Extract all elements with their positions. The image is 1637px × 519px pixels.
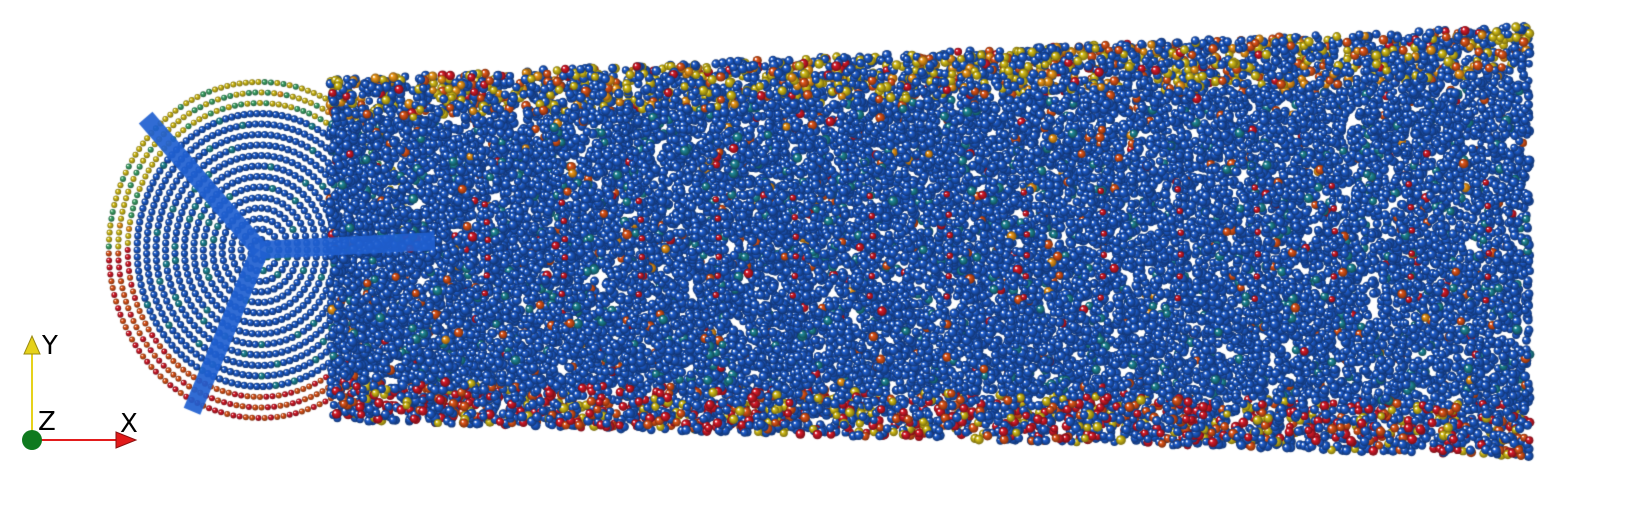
- y-axis-arrow-icon: [23, 334, 41, 355]
- y-axis-label: Y: [41, 331, 58, 361]
- orientation-axes-widget: Y X Z: [22, 331, 138, 450]
- z-axis-dot-icon: [22, 430, 42, 450]
- z-axis-label: Z: [38, 407, 56, 437]
- x-axis-arrow-icon: [115, 431, 138, 449]
- x-axis-label: X: [120, 409, 138, 439]
